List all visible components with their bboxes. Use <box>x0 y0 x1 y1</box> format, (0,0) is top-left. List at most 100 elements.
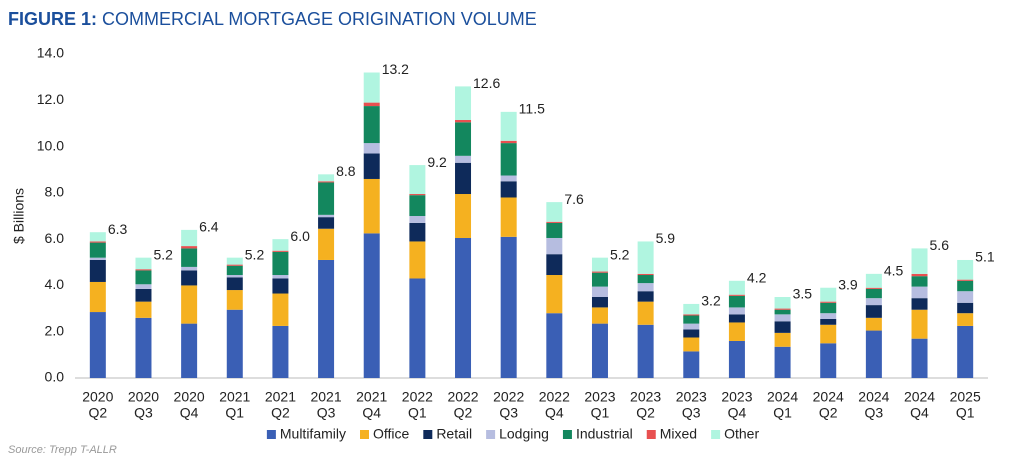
bar-segment <box>89 312 106 378</box>
x-tick-label: Q2 <box>454 405 473 421</box>
bar-segment <box>774 297 791 309</box>
bar-segment <box>820 287 837 302</box>
bar-segment <box>318 182 335 215</box>
bar-segment <box>226 277 243 291</box>
x-tick-label: 2020 <box>128 389 159 405</box>
bar-segment <box>363 178 380 234</box>
bar-segment <box>911 273 928 277</box>
bar-segment <box>455 237 472 378</box>
bar-segment <box>135 257 152 270</box>
legend-swatch <box>423 430 433 439</box>
y-tick-label: 14.0 <box>37 45 64 61</box>
legend-swatch <box>360 430 369 439</box>
bar-segment <box>546 221 563 223</box>
bar-segment <box>728 280 745 295</box>
bar-segment <box>774 309 791 315</box>
total-label: 5.2 <box>153 246 173 262</box>
bar-segment <box>637 301 654 325</box>
bar-segment <box>455 86 472 120</box>
y-tick-label: 6.0 <box>45 230 65 246</box>
bar-segment <box>89 257 106 260</box>
x-tick-label: Q2 <box>636 405 655 421</box>
bar-segment <box>865 330 882 378</box>
bar-segment <box>363 106 380 144</box>
x-tick-label: Q4 <box>180 405 199 421</box>
legend-label: Other <box>724 426 759 442</box>
bar-segment <box>181 285 198 324</box>
x-tick-label: 2020 <box>82 389 113 405</box>
total-label: 5.6 <box>930 237 950 253</box>
bar-segment <box>957 313 974 326</box>
total-label: 5.2 <box>245 246 265 262</box>
bar-segment <box>591 323 608 378</box>
legend-swatch <box>486 430 496 439</box>
bar-segment <box>455 162 472 195</box>
x-tick-label: 2021 <box>265 389 296 405</box>
bar-segment <box>591 307 608 324</box>
x-tick-label: Q1 <box>956 405 975 421</box>
bar-segment <box>500 143 517 176</box>
total-label: 6.4 <box>199 219 219 235</box>
bar-segment <box>272 250 289 252</box>
total-label: 7.6 <box>564 191 584 207</box>
x-tick-label: 2023 <box>721 389 752 405</box>
bar-segment <box>591 286 608 297</box>
bar-segment <box>226 257 243 265</box>
x-tick-label: Q1 <box>773 405 792 421</box>
bar-segment <box>89 259 106 282</box>
chart-title: COMMERCIAL MORTGAGE ORIGINATION VOLUME <box>102 9 537 29</box>
x-tick-label: 2024 <box>813 389 844 405</box>
bar-segment <box>226 264 243 266</box>
legend-label: Retail <box>436 426 472 442</box>
y-tick-label: 10.0 <box>37 137 64 153</box>
y-axis-label: $ Billions <box>11 188 27 244</box>
total-label: 3.9 <box>838 276 858 292</box>
bar-segment <box>911 248 928 274</box>
bar-segment <box>774 308 791 310</box>
x-tick-label: Q3 <box>134 405 153 421</box>
legend-label: Industrial <box>576 426 633 442</box>
bar-segment <box>591 271 608 273</box>
bar-segment <box>911 276 928 287</box>
bar-segment <box>591 297 608 308</box>
bar-segment <box>957 279 974 281</box>
bar-segment <box>318 181 335 183</box>
total-label: 8.8 <box>336 163 356 179</box>
x-tick-label: Q3 <box>499 405 518 421</box>
bar-segment <box>683 337 700 352</box>
bar-segment <box>272 239 289 251</box>
bar-segment <box>318 214 335 218</box>
x-tick-label: 2023 <box>676 389 707 405</box>
bar-segment <box>409 278 426 378</box>
bar-segment <box>683 303 700 315</box>
bar-segment <box>181 270 198 286</box>
x-tick-label: 2022 <box>493 389 524 405</box>
bar-segment <box>728 294 745 296</box>
bar-segment <box>89 232 106 242</box>
x-tick-label: 2021 <box>356 389 387 405</box>
bar-segment <box>226 290 243 310</box>
bar-segment <box>591 257 608 272</box>
bar-segment <box>135 317 152 378</box>
bar-segment <box>637 273 654 276</box>
x-tick-label: 2024 <box>904 389 935 405</box>
x-tick-label: Q3 <box>317 405 336 421</box>
bar-segment <box>226 265 243 276</box>
legend-label: Lodging <box>499 426 549 442</box>
bar-segment <box>500 111 517 141</box>
bar-segment <box>135 301 152 318</box>
bar-segment <box>728 307 745 315</box>
bar-segment <box>774 332 791 347</box>
total-label: 9.2 <box>427 154 447 170</box>
bar-segment <box>135 270 152 285</box>
x-tick-label: Q4 <box>362 405 381 421</box>
bar-segment <box>455 119 472 123</box>
bar-segment <box>820 318 837 325</box>
bar-segment <box>683 314 700 316</box>
x-tick-label: Q4 <box>545 405 564 421</box>
bar-segment <box>774 321 791 333</box>
bar-segment <box>500 140 517 144</box>
bar-segment <box>363 72 380 103</box>
bar-segment <box>546 222 563 238</box>
x-tick-label: 2022 <box>402 389 433 405</box>
